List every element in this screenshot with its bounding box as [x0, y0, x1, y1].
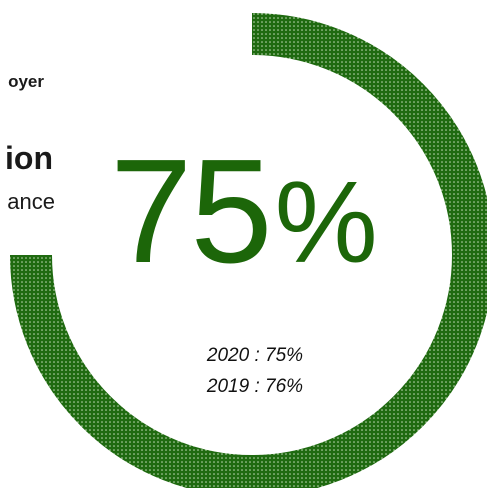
background-text-subtitle: ance: [7, 189, 55, 214]
comparison-2020: 2020 : 75%: [206, 345, 304, 366]
comparison-2019: 2019 : 76%: [206, 376, 304, 397]
gauge-arc: [10, 13, 487, 488]
gauge-value-number: 75: [110, 129, 273, 294]
gauge-value-unit: %: [274, 157, 378, 287]
background-text-employer: oyer: [8, 72, 44, 91]
gauge-value: 75%: [110, 138, 430, 286]
background-text-title: ion: [5, 140, 53, 176]
